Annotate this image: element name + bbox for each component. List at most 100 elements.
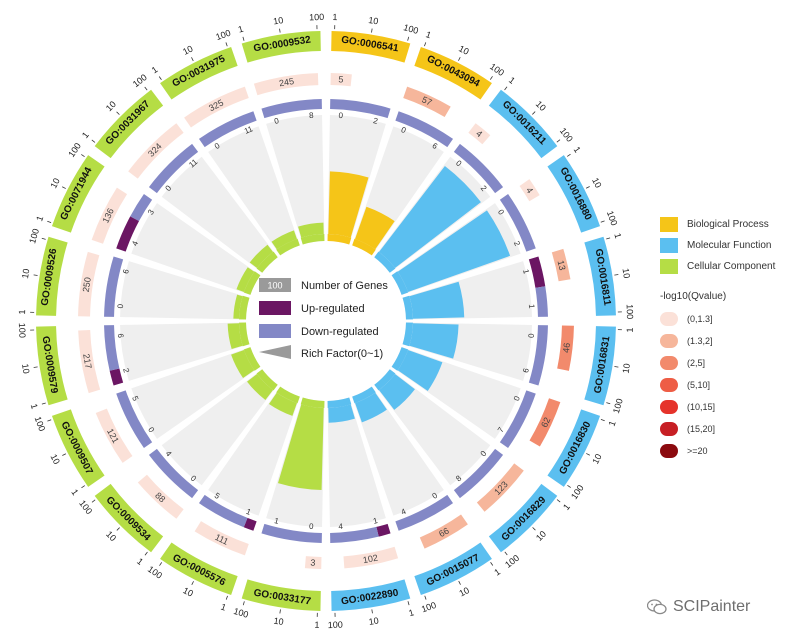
- go-term-segment: [241, 31, 321, 63]
- go-term-segment: [160, 542, 238, 596]
- up-count-label: 0: [527, 333, 536, 339]
- qvalue-label: (15,20]: [687, 424, 716, 434]
- gene-count-bar: [519, 179, 540, 202]
- scale-tick-label: 100: [503, 553, 521, 570]
- rich-factor-bg: [131, 347, 261, 439]
- cc-swatch: [660, 259, 678, 274]
- gene-count-bar: [78, 251, 100, 317]
- scale-tick-label: 100: [420, 600, 438, 614]
- rich-factor-bar: [231, 350, 255, 379]
- scale-tick: [242, 601, 245, 606]
- scale-tick: [47, 220, 52, 223]
- down-count-label: 11: [243, 124, 255, 136]
- category-inner-ring: [374, 369, 396, 391]
- category-inner-ring: [327, 234, 352, 245]
- scale-tick-label: 1: [219, 602, 227, 613]
- scale-tick: [489, 76, 493, 80]
- cc-label: Cellular Component: [687, 261, 776, 272]
- down-count-label: 8: [454, 473, 464, 483]
- qvalue-swatch: [660, 444, 678, 458]
- scale-tick-label: 1: [408, 607, 416, 618]
- scale-tick: [458, 580, 461, 585]
- up-count-label: 1: [521, 268, 531, 275]
- scale-tick-label: 100: [131, 72, 149, 89]
- scale-tick-label: 100: [328, 620, 343, 630]
- gene-count-label: 102: [362, 553, 379, 566]
- scale-tick: [91, 499, 96, 503]
- scale-tick: [158, 76, 162, 81]
- gene-count-label: 245: [278, 76, 294, 88]
- number-of-genes-sample: 100: [267, 281, 282, 291]
- qvalue-swatch: [660, 334, 678, 348]
- down-count-label: 4: [338, 522, 344, 531]
- scale-tick: [371, 609, 373, 614]
- rich-factor-bg: [266, 115, 325, 245]
- go-term-segment: [36, 236, 68, 316]
- scale-tick-label: 1: [80, 130, 91, 140]
- rich-factor-bg: [120, 261, 250, 320]
- scale-tick: [371, 28, 373, 33]
- rich-factor-bar: [355, 206, 395, 250]
- scale-tick-label: 10: [590, 452, 603, 465]
- rich-factor-bar: [328, 404, 355, 423]
- gene-count-bar: [468, 123, 491, 145]
- scale-tick-label: 1: [34, 214, 45, 222]
- scale-tick-label: 100: [309, 12, 324, 22]
- category-inner-ring: [374, 251, 396, 273]
- rich-factor-bg: [208, 126, 300, 256]
- down-regulated-bar: [261, 523, 322, 543]
- go-term-segment: [584, 326, 616, 406]
- scale-tick-label: 100: [146, 564, 164, 581]
- rich-factor-bar: [271, 230, 297, 250]
- go-term-segment: [331, 579, 411, 611]
- scale-tick: [424, 595, 427, 600]
- scale-tick: [556, 139, 561, 143]
- gene-count-bar: [551, 248, 571, 282]
- down-regulated-bar: [330, 99, 391, 119]
- gene-count-label: 62: [539, 416, 552, 429]
- scale-tick-label: 1: [625, 327, 635, 332]
- legend-item-bp: Biological Process: [660, 214, 775, 235]
- gene-count-label: 57: [420, 94, 433, 107]
- rich-factor-bg: [352, 386, 444, 516]
- qvalue-item: >=20: [660, 440, 775, 462]
- gene-count-bar: [529, 398, 561, 447]
- qvalue-swatch: [660, 400, 678, 414]
- down-regulated-bar: [104, 325, 120, 371]
- gene-count-bar: [330, 73, 352, 87]
- gene-count-label: 13: [555, 259, 567, 271]
- scale-tick: [407, 36, 410, 41]
- down-count-label: 5: [213, 491, 222, 501]
- scale-tick: [600, 220, 605, 223]
- scale-tick: [458, 57, 461, 61]
- scale-tick: [614, 366, 619, 368]
- scale-tick-label: 10: [48, 176, 61, 189]
- rich-factor-bar: [227, 323, 243, 349]
- category-inner-ring: [352, 386, 376, 404]
- go-term-segment: [36, 326, 68, 406]
- qvalue-item: (0,1.3]: [660, 308, 775, 330]
- category-inner-ring: [256, 369, 278, 391]
- gene-count-bar: [476, 463, 524, 512]
- up-regulated-bar: [376, 523, 391, 537]
- scale-tick-label: 1: [314, 620, 319, 630]
- scale-tick-label: 10: [181, 43, 194, 56]
- qvalue-item: (2,5]: [660, 352, 775, 374]
- qvalue-swatch: [660, 312, 678, 326]
- scale-tick: [490, 561, 494, 566]
- scale-tick-label: 1: [572, 145, 583, 155]
- legend-item-mf: Molecular Function: [660, 235, 775, 256]
- scale-tick-label: 10: [48, 452, 61, 465]
- qvalue-label: >=20: [687, 446, 708, 456]
- rich-factor-bar: [249, 244, 274, 269]
- wechat-icon: [647, 599, 667, 615]
- down-regulated-bar: [198, 494, 248, 528]
- category-inner-ring: [402, 295, 413, 320]
- bp-swatch: [660, 217, 678, 232]
- scale-tick-label: 100: [625, 304, 635, 319]
- rich-factor-bg: [161, 156, 278, 273]
- qvalue-label: (1.3,2]: [687, 336, 713, 346]
- down-count-label: 4: [164, 449, 174, 459]
- down-regulated-bar: [148, 448, 199, 499]
- category-legend: Biological Process Molecular Function Ce…: [660, 214, 775, 462]
